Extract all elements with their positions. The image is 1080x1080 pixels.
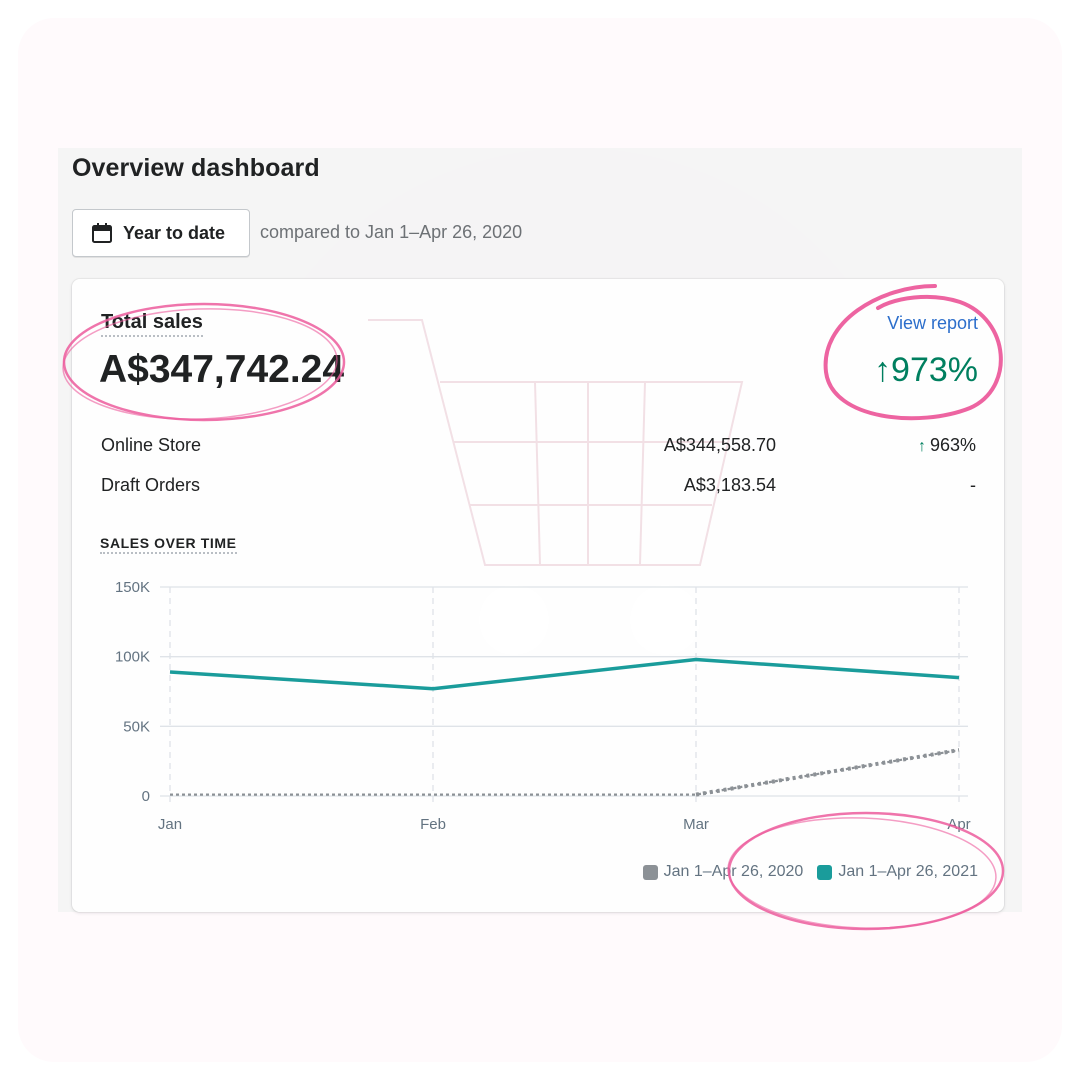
channel-change: - xyxy=(970,475,976,496)
x-tick-label: Jan xyxy=(158,816,182,833)
channel-row: Draft Orders A$3,183.54 - xyxy=(101,475,976,499)
legend-item[interactable]: Jan 1–Apr 26, 2021 xyxy=(817,863,978,881)
channel-change-value: 963% xyxy=(929,435,976,455)
channel-change: ↑ 963% xyxy=(918,435,976,456)
legend-swatch-2020 xyxy=(642,864,658,880)
x-tick-label: Mar xyxy=(683,816,709,833)
y-tick-label: 50K xyxy=(123,718,150,735)
comparison-text: compared to Jan 1–Apr 26, 2020 xyxy=(260,222,523,242)
series-line-2020 xyxy=(170,748,960,796)
legend-label: Jan 1–Apr 26, 2021 xyxy=(838,863,978,880)
x-tick-label: Feb xyxy=(420,816,446,833)
y-tick-label: 100K xyxy=(115,649,150,666)
channel-amount: A$3,183.54 xyxy=(683,475,776,495)
y-tick-label: 150K xyxy=(115,579,150,596)
legend-item[interactable]: Jan 1–Apr 26, 2020 xyxy=(642,863,804,881)
x-tick-label: Apr xyxy=(947,816,970,833)
channel-change-value: - xyxy=(970,475,976,495)
up-arrow-icon: ↑ xyxy=(917,438,926,455)
channel-amount: A$344,558.70 xyxy=(663,435,776,455)
date-range-label: Year to date xyxy=(123,222,226,243)
channel-name: Online Store xyxy=(101,435,202,455)
channel-row: Online Store A$344,558.70 ↑ 963% xyxy=(101,435,976,459)
series-line-2020-rise xyxy=(695,748,960,797)
legend-swatch-2021 xyxy=(817,864,833,880)
chart-legend: Jan 1–Apr 26, 2020 Jan 1–Apr 26, 2021 xyxy=(637,863,978,881)
channel-name: Draft Orders xyxy=(101,475,201,495)
page-title: Overview dashboard xyxy=(72,154,320,182)
sales-over-time-title[interactable]: SALES OVER TIME xyxy=(100,535,237,554)
legend-label: Jan 1–Apr 26, 2020 xyxy=(663,863,804,880)
series-line-2021 xyxy=(169,657,960,691)
date-range-button[interactable]: Year to date xyxy=(72,209,250,257)
calendar-icon xyxy=(92,223,112,243)
y-tick-label: 0 xyxy=(142,788,150,805)
